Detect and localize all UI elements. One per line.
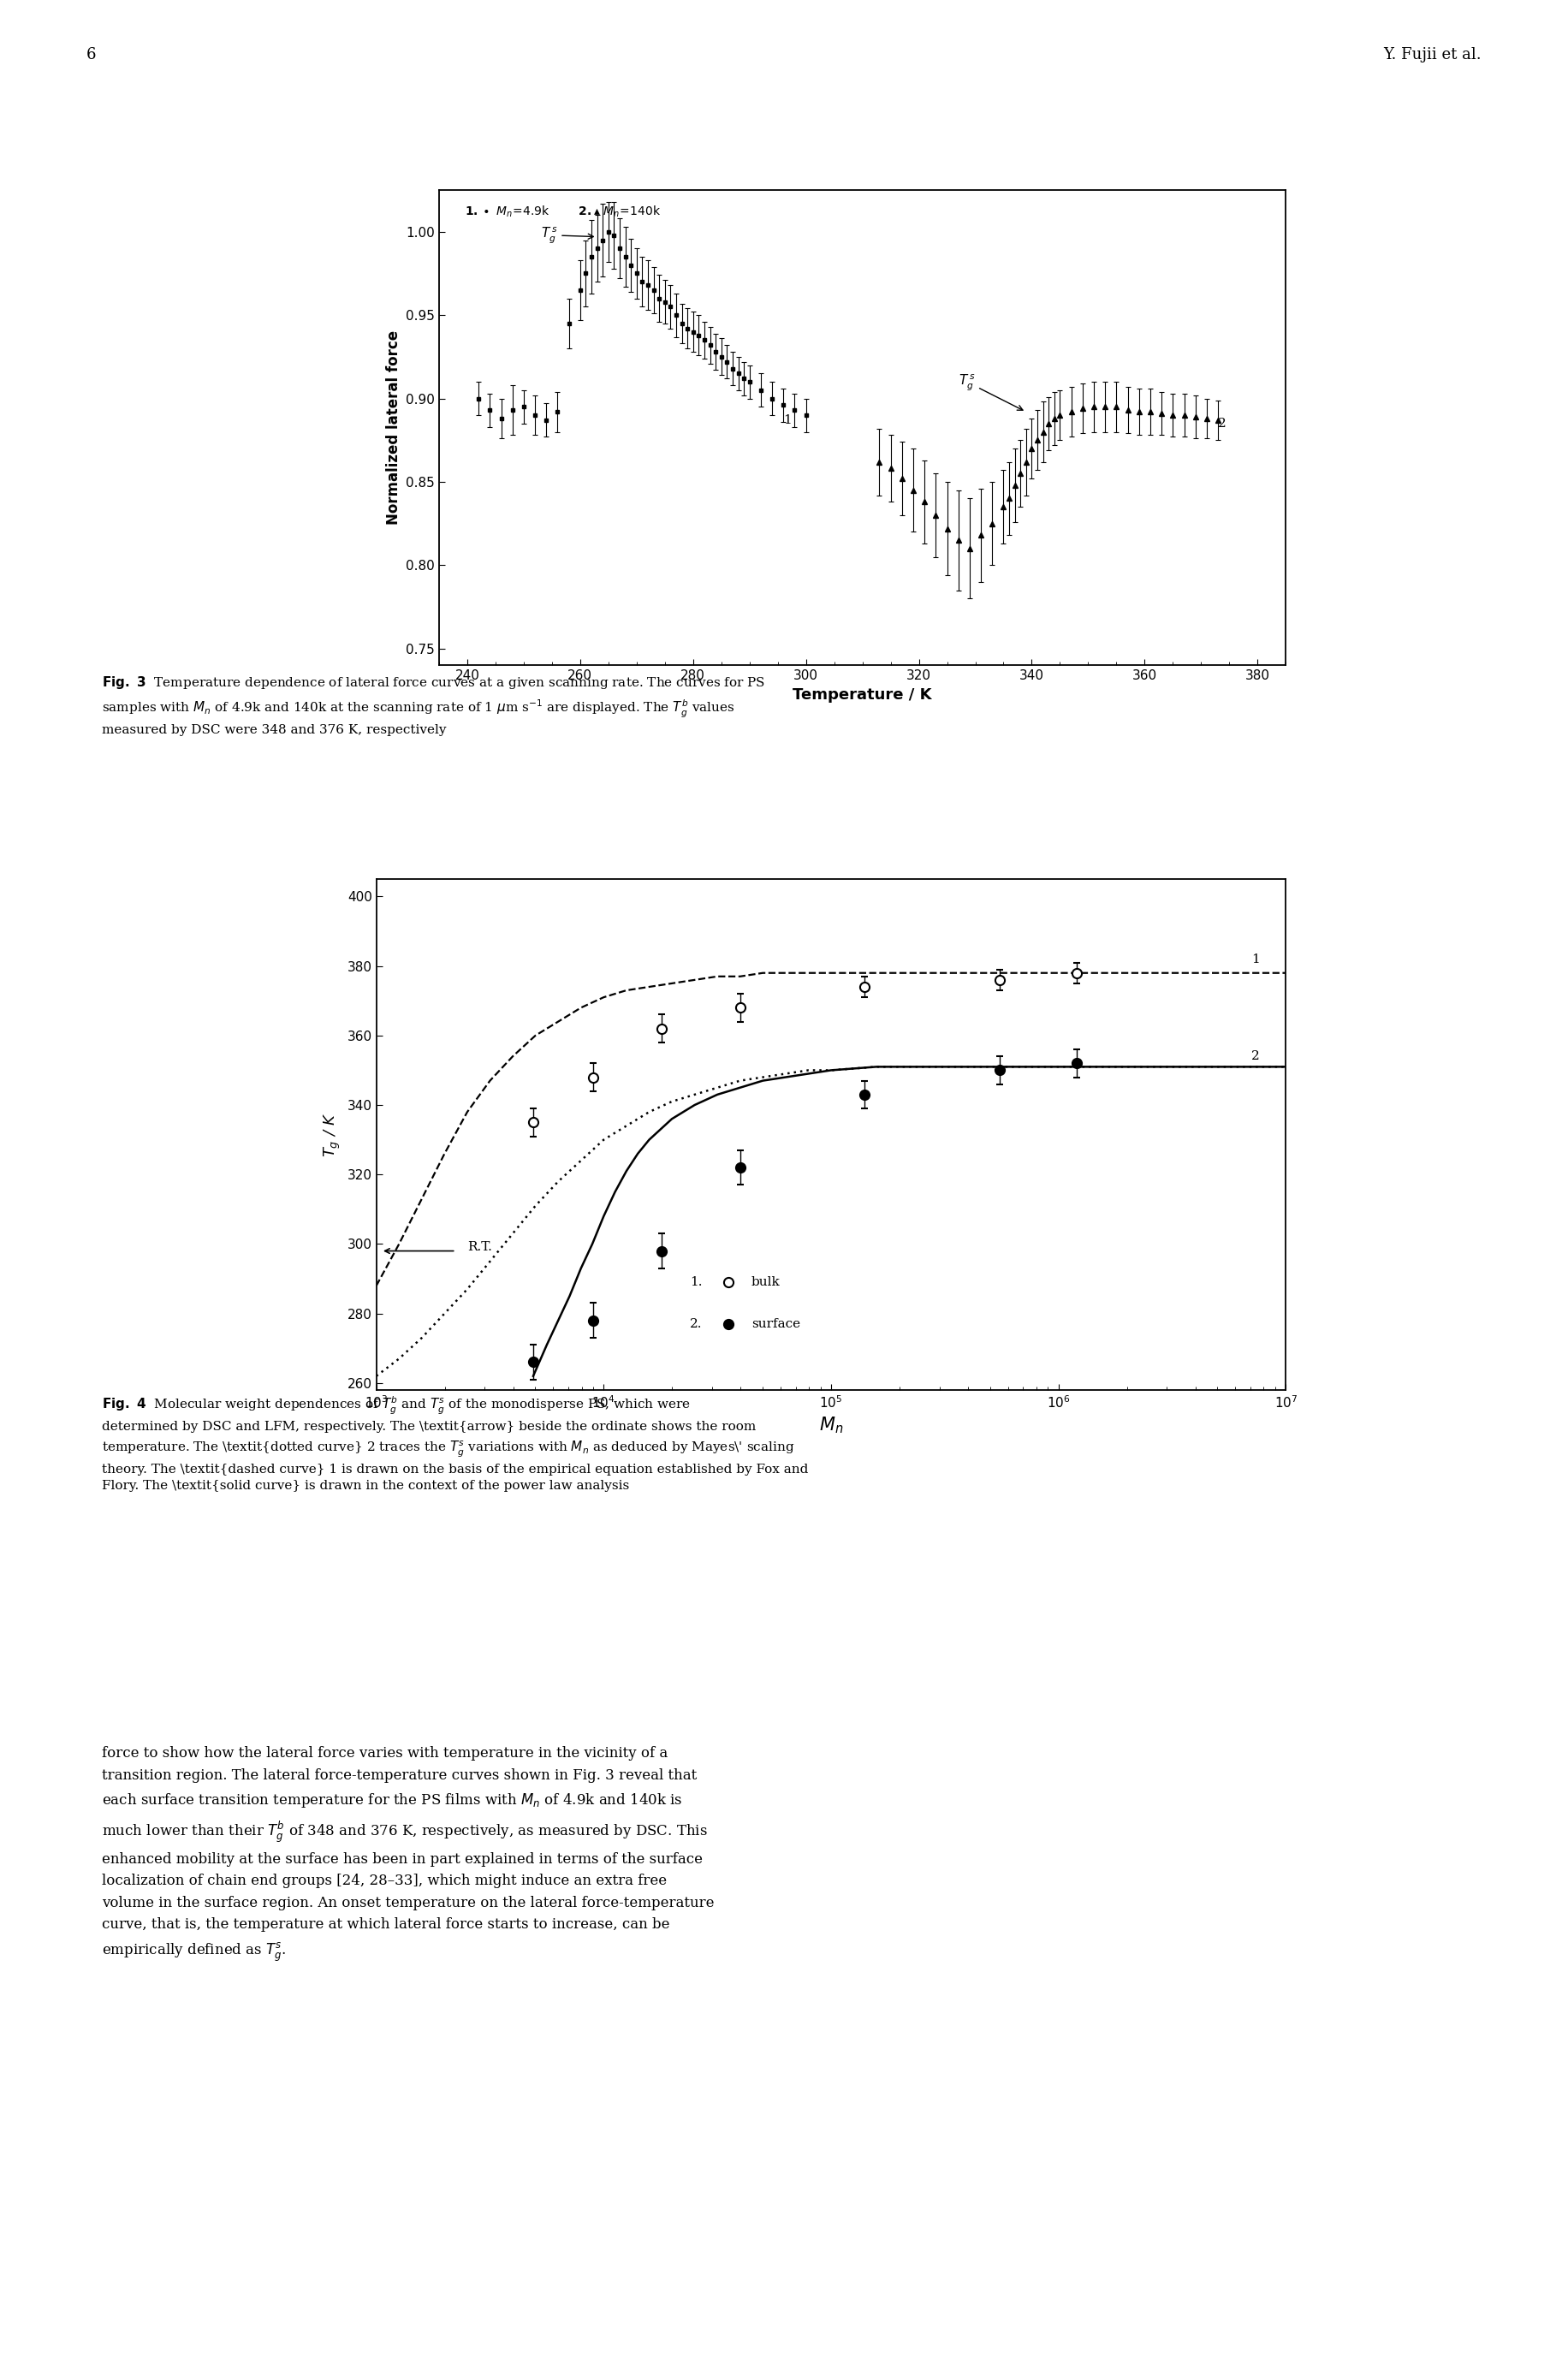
Y-axis label: Normalized lateral force: Normalized lateral force	[386, 330, 401, 525]
Text: 2.: 2.	[690, 1319, 702, 1331]
X-axis label: Temperature / K: Temperature / K	[793, 687, 931, 703]
Text: bulk: bulk	[751, 1276, 781, 1288]
X-axis label: $M_n$: $M_n$	[818, 1414, 844, 1435]
Text: force to show how the lateral force varies with temperature in the vicinity of a: force to show how the lateral force vari…	[102, 1746, 715, 1963]
Text: 2: 2	[1251, 1050, 1261, 1062]
Text: $\mathbf{Fig.\ 4}$  Molecular weight dependences of $T_g^b$ and $T_g^s$ of the m: $\mathbf{Fig.\ 4}$ Molecular weight depe…	[102, 1395, 809, 1492]
Text: 1: 1	[1251, 953, 1261, 965]
Text: $\mathbf{1.}\bullet\ M_n\!=\!4.9\mathrm{k}$        $\mathbf{2.}\blacktriangle\ M: $\mathbf{1.}\bullet\ M_n\!=\!4.9\mathrm{…	[464, 204, 660, 219]
Y-axis label: $T_g$ / K: $T_g$ / K	[323, 1112, 342, 1157]
Text: R.T.: R.T.	[467, 1243, 492, 1255]
Text: 1: 1	[784, 413, 792, 425]
Text: $T_g^{\,s}$: $T_g^{\,s}$	[958, 373, 1022, 411]
Text: 2: 2	[1218, 418, 1226, 430]
Text: surface: surface	[751, 1319, 800, 1331]
Text: 6: 6	[86, 48, 96, 62]
Text: $T_g^{\,s}$: $T_g^{\,s}$	[541, 226, 593, 245]
Text: $\mathbf{Fig.\ 3}$  Temperature dependence of lateral force curves at a given sc: $\mathbf{Fig.\ 3}$ Temperature dependenc…	[102, 675, 765, 737]
Text: Y. Fujii et al.: Y. Fujii et al.	[1383, 48, 1482, 62]
Text: 1.: 1.	[690, 1276, 702, 1288]
